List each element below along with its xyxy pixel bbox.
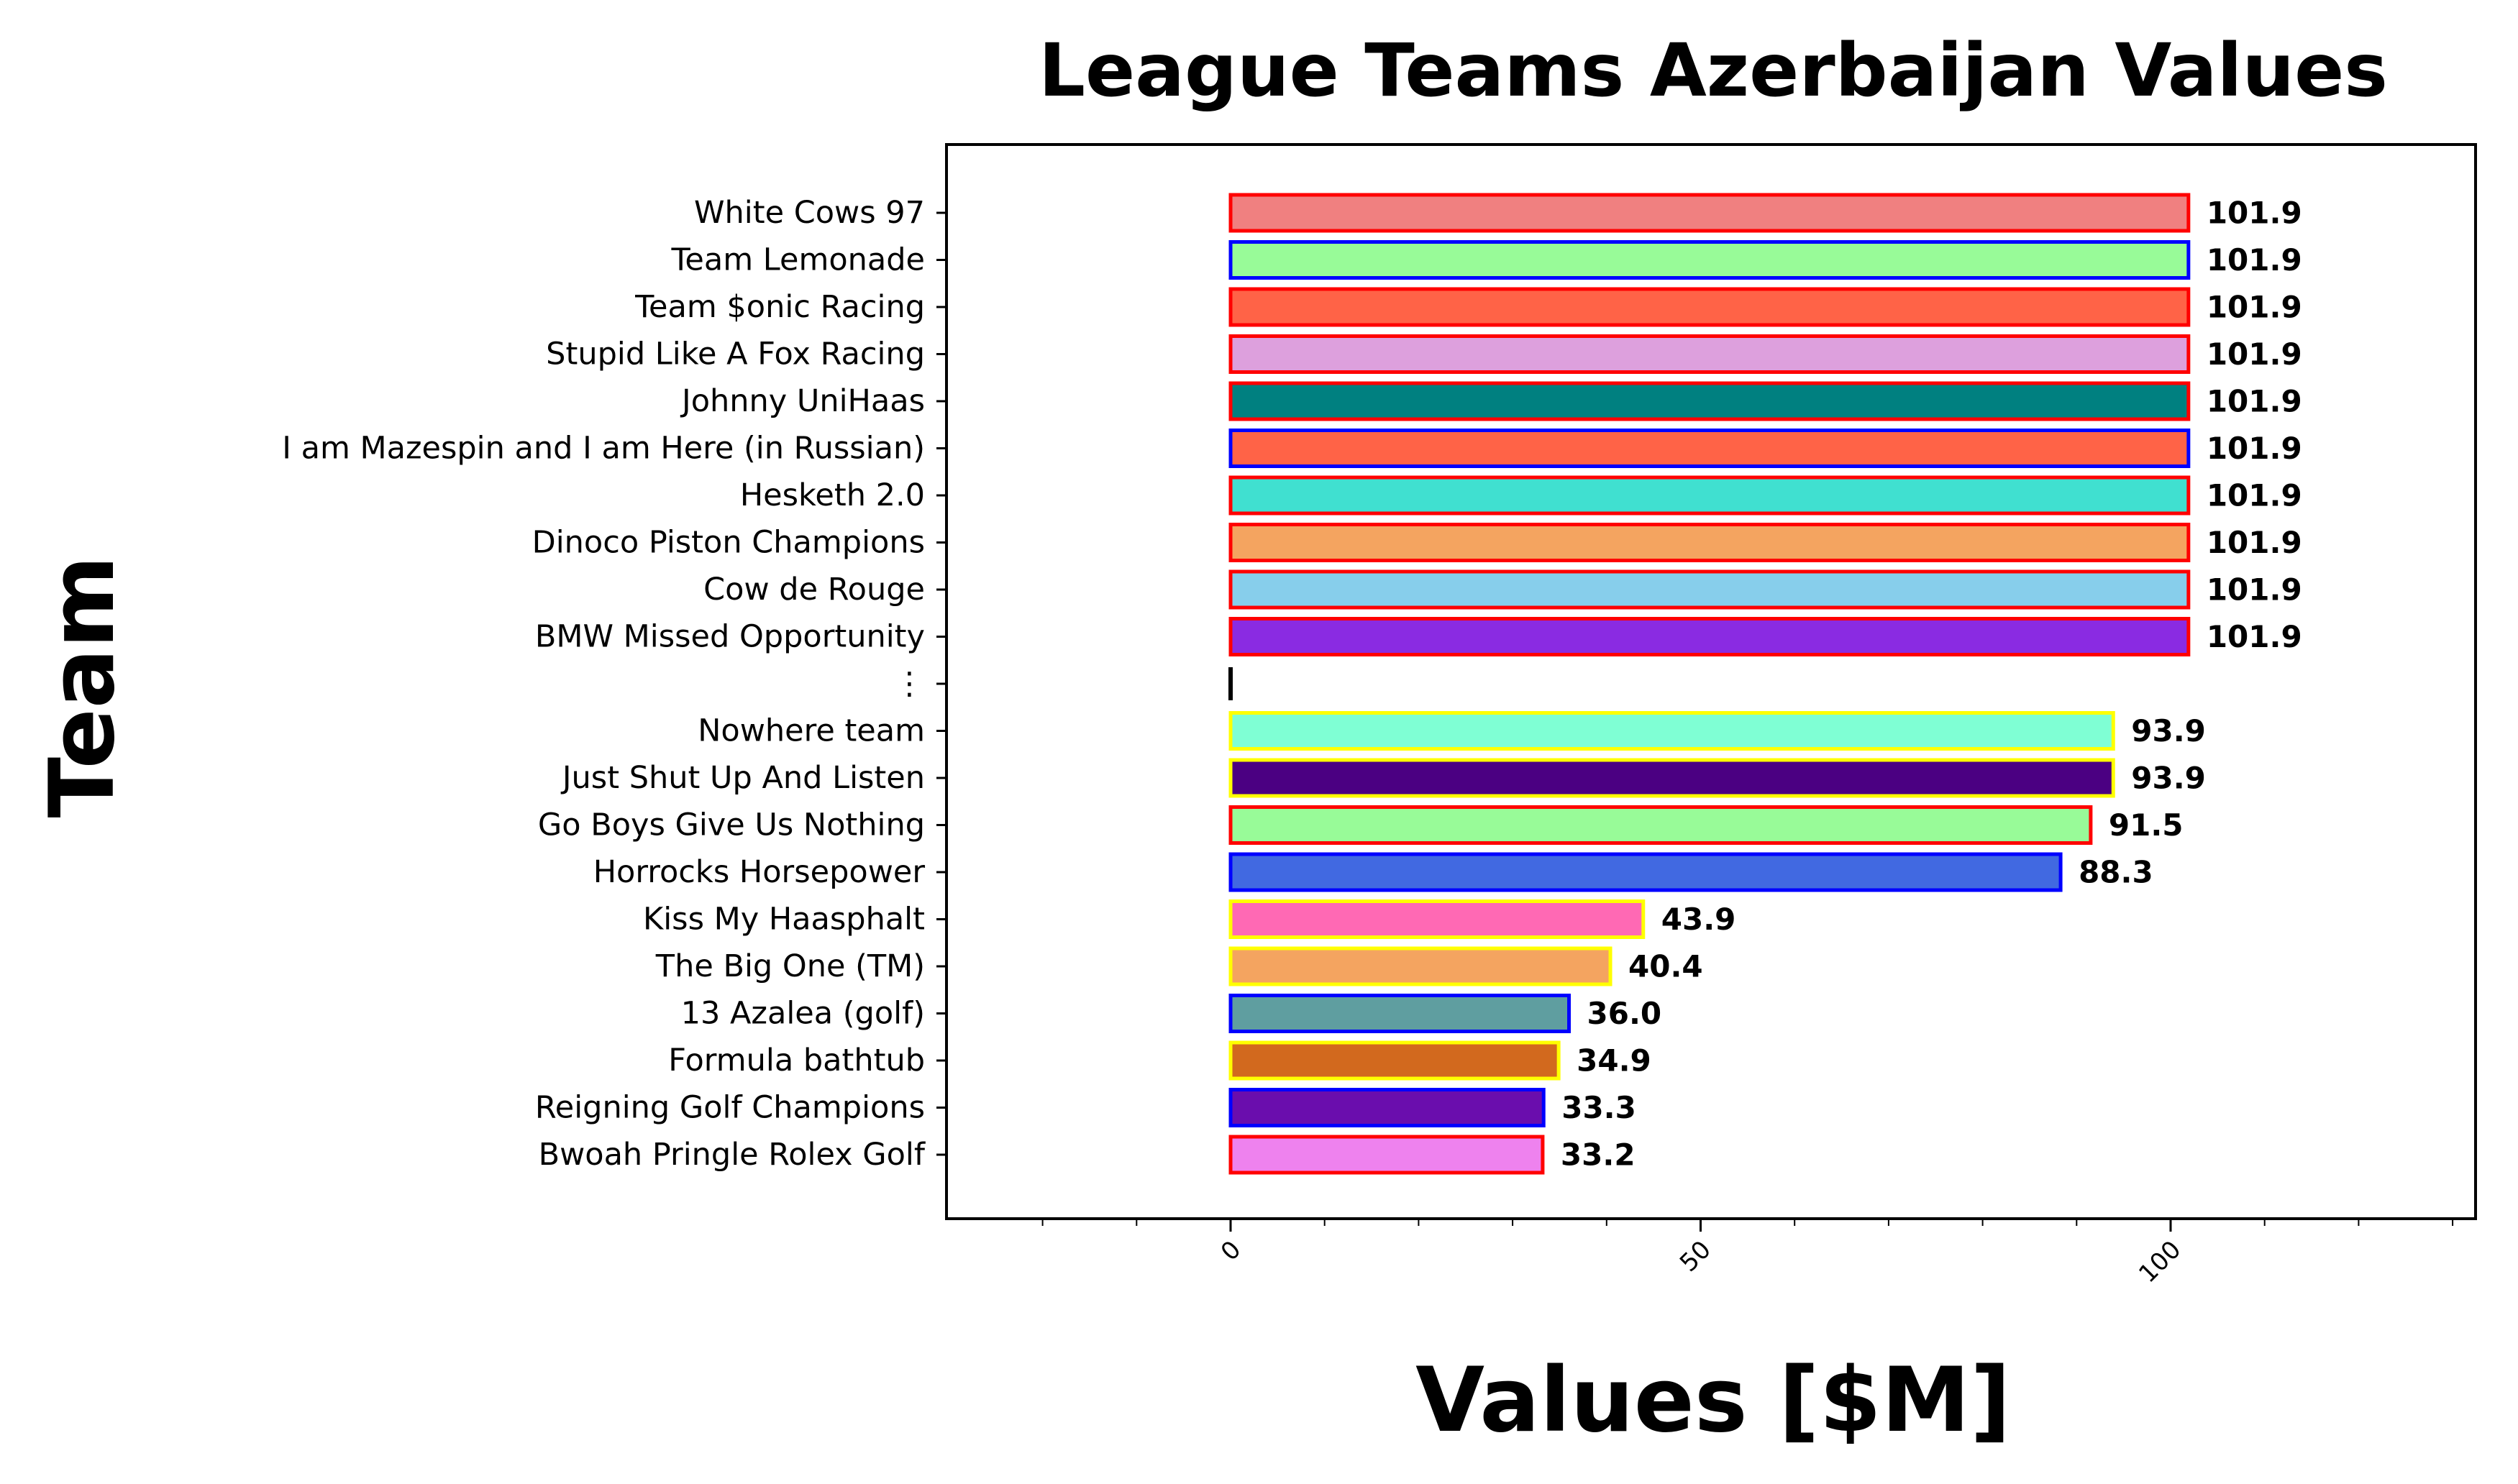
y-tick-label: Stupid Like A Fox Racing — [546, 336, 925, 372]
data-label: 34.9 — [1577, 1043, 1651, 1078]
x-tick-label: 0 — [1215, 1235, 1247, 1267]
y-tick-label: I am Mazespin and I am Here (in Russian) — [282, 431, 925, 467]
data-label: 88.3 — [2079, 855, 2153, 890]
data-label: 93.9 — [2131, 713, 2206, 748]
bar — [1228, 805, 2093, 845]
y-tick-label: 13 Azalea (golf) — [681, 996, 925, 1032]
data-label: 101.9 — [2207, 242, 2302, 278]
data-label: 40.4 — [1628, 949, 1703, 984]
y-tick-label: Kiss My Haasphalt — [643, 902, 925, 938]
y-tick-label: Cow de Rouge — [703, 572, 925, 608]
bar — [1228, 1135, 1545, 1175]
bar — [1228, 334, 2191, 374]
y-tick-label: ⋮ — [894, 666, 925, 702]
data-label: 91.5 — [2109, 807, 2184, 843]
data-label: 101.9 — [2207, 336, 2302, 372]
plot-frame — [945, 143, 2477, 1220]
data-label: 36.0 — [1587, 996, 1662, 1031]
bar — [1228, 1088, 1546, 1127]
data-label: 101.9 — [2207, 525, 2302, 560]
y-tick-label: White Cows 97 — [694, 195, 925, 231]
data-label: 43.9 — [1661, 902, 1736, 937]
data-label: 101.9 — [2207, 384, 2302, 419]
y-tick-label: Team $onic Racing — [634, 289, 925, 325]
bar — [1228, 899, 1646, 939]
data-label: 33.3 — [1561, 1090, 1636, 1125]
y-tick-label: Go Boys Give Us Nothing — [538, 807, 925, 843]
bar — [1228, 852, 2063, 892]
data-label: 33.2 — [1561, 1137, 1636, 1173]
y-tick-label: Johnny UniHaas — [680, 383, 925, 419]
bar — [1228, 193, 2191, 233]
bar — [1228, 994, 1572, 1033]
data-label: 101.9 — [2207, 478, 2302, 513]
bar — [1228, 617, 2191, 656]
y-axis-label: Team — [31, 555, 134, 817]
bar — [1228, 475, 2191, 516]
data-label: 101.9 — [2207, 290, 2302, 325]
y-tick-label: Formula bathtub — [668, 1043, 925, 1078]
y-tick-label: BMW Missed Opportunity — [535, 619, 925, 655]
y-tick-label: Just Shut Up And Listen — [560, 760, 925, 796]
x-tick-label: 100 — [2133, 1235, 2186, 1288]
data-label: 101.9 — [2207, 196, 2302, 231]
bar — [1228, 240, 2191, 280]
bar — [1228, 758, 2115, 798]
data-label: 101.9 — [2207, 619, 2302, 654]
y-tick-label: Team Lemonade — [670, 242, 925, 278]
y-tick-label: Dinoco Piston Champions — [532, 525, 925, 561]
y-tick-label: Hesketh 2.0 — [740, 477, 925, 513]
y-tick-label: The Big One (TM) — [655, 948, 925, 984]
chart-title: League Teams Azerbaijan Values — [1039, 28, 2388, 114]
bar — [1228, 523, 2191, 562]
y-tick-label: Nowhere team — [698, 713, 925, 749]
y-tick-label: Horrocks Horsepower — [593, 854, 926, 890]
data-label: 101.9 — [2207, 572, 2302, 608]
bar — [1228, 946, 1612, 986]
data-label: 101.9 — [2207, 431, 2302, 466]
data-label: 93.9 — [2131, 761, 2206, 796]
bar — [1228, 429, 2191, 468]
bar — [1228, 381, 2191, 421]
y-tick-label: Bwoah Pringle Rolex Golf — [539, 1137, 926, 1173]
bar — [1228, 1040, 1561, 1081]
bar — [1228, 287, 2191, 327]
x-tick-label: 50 — [1674, 1235, 1717, 1278]
plot-area: 101.9 101.9 101.9 101.9 101.9 101.9 101.9 101.9… — [1228, 193, 2302, 1175]
x-axis-label: Values [$M] — [1415, 1349, 2011, 1452]
bar — [1228, 569, 2191, 610]
bar — [1228, 711, 2115, 751]
y-tick-label: Reigning Golf Champions — [535, 1090, 925, 1126]
